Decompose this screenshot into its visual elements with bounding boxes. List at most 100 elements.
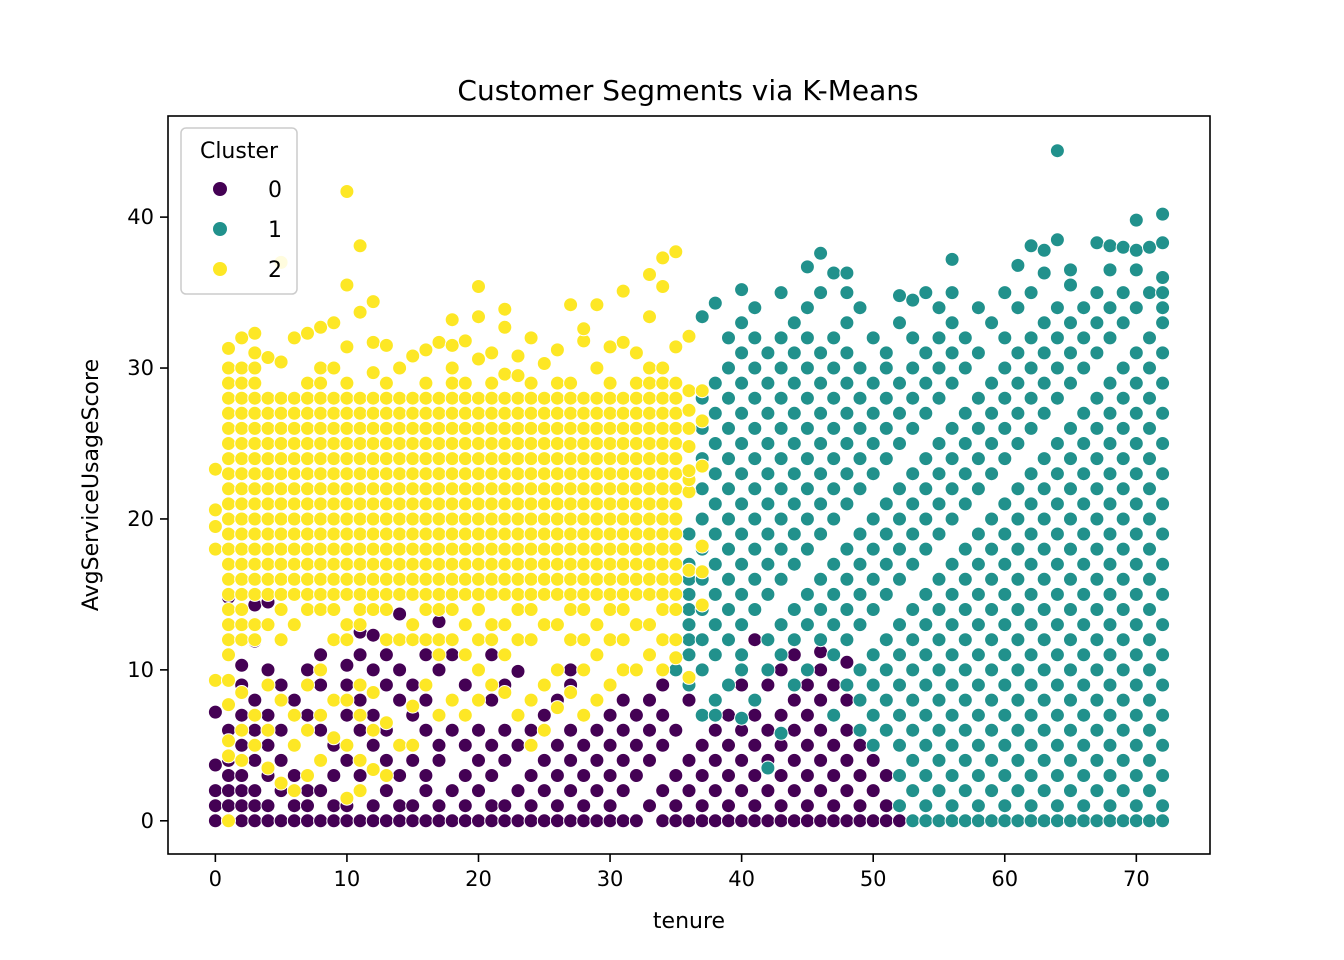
scatter-point — [747, 632, 763, 648]
scatter-point — [997, 556, 1013, 572]
scatter-point — [839, 752, 855, 768]
scatter-point — [813, 436, 829, 451]
scatter-point — [773, 330, 789, 346]
scatter-point — [1142, 783, 1157, 799]
scatter-point — [563, 783, 579, 799]
scatter-point — [813, 632, 829, 648]
scatter-point — [549, 405, 565, 421]
scatter-point — [221, 420, 236, 436]
scatter-point — [497, 301, 513, 317]
scatter-point — [681, 602, 697, 617]
scatter-point — [260, 707, 276, 723]
scatter-point — [221, 798, 236, 814]
scatter-point — [865, 707, 881, 723]
scatter-point — [1049, 707, 1065, 723]
scatter-point — [628, 420, 644, 436]
scatter-point — [405, 677, 421, 693]
scatter-point — [1063, 315, 1078, 331]
scatter-point — [471, 556, 486, 572]
scatter-point — [707, 813, 723, 829]
scatter-point — [352, 768, 368, 783]
scatter-point — [234, 617, 250, 633]
scatter-point — [549, 798, 565, 814]
scatter-point — [931, 783, 947, 799]
scatter-point — [523, 330, 539, 346]
scatter-point — [865, 647, 881, 663]
scatter-point — [405, 541, 421, 557]
scatter-point — [1155, 436, 1171, 451]
scatter-point — [1063, 511, 1078, 527]
scatter-point — [326, 481, 342, 497]
scatter-point — [694, 481, 710, 497]
scatter-point — [1155, 405, 1171, 421]
scatter-point — [957, 783, 973, 799]
scatter-point — [615, 511, 631, 527]
scatter-point — [221, 571, 236, 587]
scatter-point — [1089, 285, 1105, 301]
scatter-point — [444, 390, 460, 406]
scatter-point — [221, 526, 236, 542]
scatter-point — [944, 556, 960, 572]
scatter-point — [905, 496, 921, 512]
scatter-point — [326, 586, 342, 602]
scatter-point — [668, 390, 684, 406]
scatter-point — [260, 586, 276, 602]
scatter-point — [1010, 602, 1026, 617]
scatter-point — [1089, 783, 1105, 799]
scatter-point — [734, 282, 750, 298]
scatter-point — [405, 526, 421, 542]
scatter-point — [378, 632, 394, 648]
scatter-point — [471, 602, 486, 617]
scatter-point — [326, 813, 342, 829]
scatter-point — [365, 436, 381, 451]
scatter-point — [300, 768, 315, 783]
scatter-point — [523, 420, 539, 436]
scatter-point — [576, 321, 592, 337]
scatter-point — [602, 737, 618, 753]
scatter-point — [970, 556, 986, 572]
scatter-point — [655, 571, 671, 587]
scatter-point — [234, 768, 250, 783]
scatter-point — [642, 617, 657, 633]
scatter-point — [655, 707, 671, 723]
scatter-point — [602, 813, 618, 829]
scatter-point — [615, 722, 631, 738]
scatter-point — [457, 496, 473, 512]
scatter-point — [931, 692, 947, 708]
scatter-point — [721, 707, 736, 723]
scatter-point — [444, 526, 460, 542]
scatter-point — [694, 564, 710, 580]
scatter-point — [1036, 375, 1052, 391]
scatter-point — [234, 481, 250, 497]
scatter-point — [878, 390, 894, 406]
scatter-point — [286, 586, 302, 602]
scatter-point — [576, 556, 592, 572]
scatter-point — [497, 436, 513, 451]
scatter-point — [628, 511, 644, 527]
scatter-point — [418, 511, 434, 527]
scatter-point — [984, 752, 1000, 768]
scatter-point — [931, 390, 947, 406]
scatter-point — [905, 360, 921, 376]
scatter-point — [839, 496, 855, 512]
scatter-point — [1010, 345, 1026, 361]
scatter-point — [1102, 300, 1118, 316]
scatter-point — [576, 707, 592, 723]
scatter-point — [352, 405, 368, 421]
scatter-point — [642, 526, 657, 542]
scatter-point — [707, 707, 723, 723]
scatter-point — [457, 481, 473, 497]
scatter-point — [457, 707, 473, 723]
scatter-point — [1128, 586, 1144, 602]
scatter-point — [365, 526, 381, 542]
scatter-point — [839, 632, 855, 648]
scatter-point — [773, 571, 789, 587]
scatter-point — [444, 813, 460, 829]
scatter-point — [313, 571, 329, 587]
scatter-point — [905, 752, 921, 768]
scatter-point — [1063, 262, 1078, 278]
legend-marker-2 — [213, 262, 227, 276]
scatter-point — [760, 677, 776, 693]
scatter-point — [642, 309, 657, 325]
scatter-point — [536, 571, 552, 587]
